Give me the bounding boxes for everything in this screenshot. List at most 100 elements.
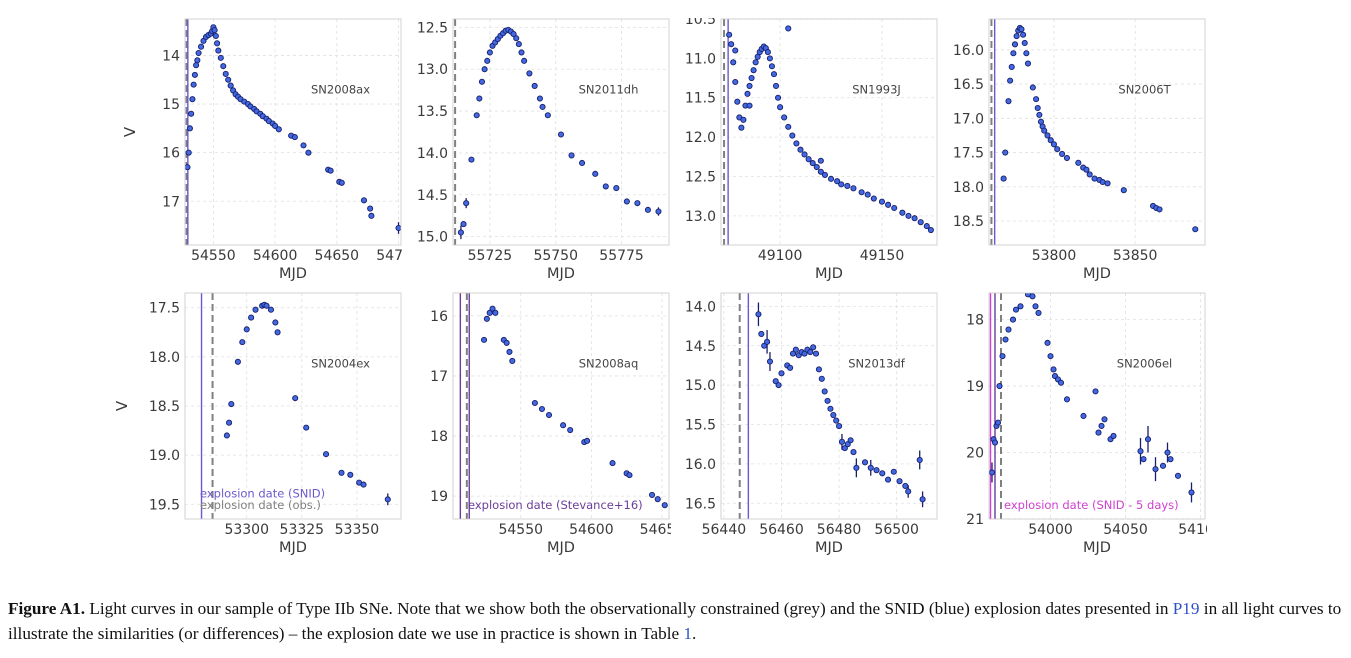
data-point — [911, 215, 918, 222]
y-tick-label: 16 — [162, 146, 180, 162]
data-point — [509, 357, 516, 364]
y-tick-label: 15.5 — [685, 418, 716, 434]
data-point — [186, 125, 193, 132]
data-point — [226, 419, 233, 426]
data-point — [879, 470, 886, 477]
data-point — [384, 496, 391, 503]
data-point — [655, 208, 662, 215]
data-point — [560, 422, 567, 429]
data-point — [303, 424, 310, 431]
data-point — [817, 157, 824, 164]
data-point — [1080, 412, 1087, 420]
y-tick-label: 11.5 — [685, 91, 716, 107]
data-point — [567, 426, 574, 434]
data-point — [792, 346, 799, 353]
data-point — [1110, 432, 1117, 439]
plot-frame — [988, 292, 1206, 520]
data-point — [1032, 303, 1039, 310]
plot-frame — [184, 18, 402, 246]
supernova-name-label: SN2004ex — [311, 357, 370, 371]
data-point — [1075, 159, 1082, 166]
data-point — [836, 423, 843, 430]
supernova-name-label: SN1993J — [852, 83, 901, 97]
data-point — [360, 481, 367, 488]
data-point — [1047, 137, 1054, 144]
plot-frame — [452, 18, 670, 246]
data-point — [805, 156, 812, 163]
data-point — [243, 326, 250, 333]
data-point — [579, 159, 586, 167]
data-point — [1156, 206, 1163, 213]
data-point — [1188, 489, 1195, 496]
y-tick-label: 17.5 — [149, 301, 180, 317]
x-tick-label: 54550 — [498, 522, 543, 538]
panel-sn2004ex: 53300 53325 53350 17.5 18.0 18.5 19.0 19.5 MJD SN… — [129, 292, 403, 560]
data-point — [1010, 50, 1017, 57]
y-tick-label: 17 — [162, 194, 180, 210]
data-point — [890, 468, 897, 475]
data-point — [222, 70, 229, 77]
caption-text-1: Light curves in our sample of Type IIb S… — [89, 599, 881, 618]
data-point — [634, 200, 641, 207]
data-point — [489, 305, 496, 312]
x-tick-label: 53300 — [224, 522, 269, 538]
data-point — [483, 315, 490, 322]
data-point — [766, 55, 773, 62]
data-point — [844, 182, 851, 189]
data-point — [327, 167, 334, 174]
data-point — [189, 96, 196, 103]
x-tick-label: 53850 — [1113, 248, 1158, 264]
x-axis-label: MJD — [279, 540, 307, 556]
x-tick-label: 49150 — [860, 248, 905, 264]
x-tick-label: 49100 — [758, 248, 803, 264]
y-tick-label: 11.0 — [685, 51, 716, 67]
data-point — [850, 185, 857, 192]
data-point — [732, 78, 739, 86]
panel-sn2006el: 54000 54050 54100 18 19 20 21 MJD SN2006el explos… — [941, 292, 1223, 560]
data-point — [891, 204, 898, 212]
data-point — [197, 43, 205, 50]
caption-text-2: (blue) explosion dates presented in — [928, 599, 1169, 618]
x-axis-label: MJD — [815, 266, 843, 282]
data-point — [1099, 178, 1106, 186]
data-point — [338, 469, 345, 476]
data-point — [830, 412, 837, 419]
caption-ref-table-link[interactable]: 1 — [683, 624, 693, 643]
legend-entry: explosion date (SNID) — [200, 487, 325, 501]
data-point — [785, 123, 792, 130]
y-tick-label: 18.5 — [953, 214, 984, 230]
data-point — [1159, 462, 1167, 469]
data-point — [1023, 50, 1030, 57]
data-point — [347, 471, 354, 478]
data-point — [275, 126, 282, 133]
data-point — [1047, 353, 1054, 360]
data-point — [215, 47, 222, 54]
data-point — [896, 478, 903, 485]
data-point — [818, 375, 825, 382]
data-point — [367, 205, 374, 212]
data-point — [746, 82, 753, 89]
data-point — [557, 131, 565, 138]
data-point — [468, 156, 475, 163]
y-axis-label: V — [113, 400, 132, 412]
data-point — [661, 502, 668, 509]
data-point — [592, 170, 599, 177]
caption-ref-p19-link[interactable]: P19 — [1172, 599, 1200, 618]
y-tick-label: 15.0 — [417, 230, 448, 246]
data-point — [812, 350, 820, 357]
data-point — [1137, 448, 1144, 455]
data-point — [752, 59, 759, 66]
data-point — [1020, 31, 1027, 38]
data-point — [185, 164, 191, 171]
data-point — [793, 140, 800, 147]
data-point — [827, 405, 834, 412]
data-point — [1054, 146, 1061, 153]
data-point — [1005, 326, 1012, 333]
data-point — [515, 41, 522, 48]
data-point — [781, 114, 788, 121]
data-point — [905, 488, 912, 495]
data-point — [810, 344, 817, 351]
plot-frame — [184, 292, 402, 520]
data-point — [272, 319, 279, 326]
data-point — [870, 195, 877, 202]
